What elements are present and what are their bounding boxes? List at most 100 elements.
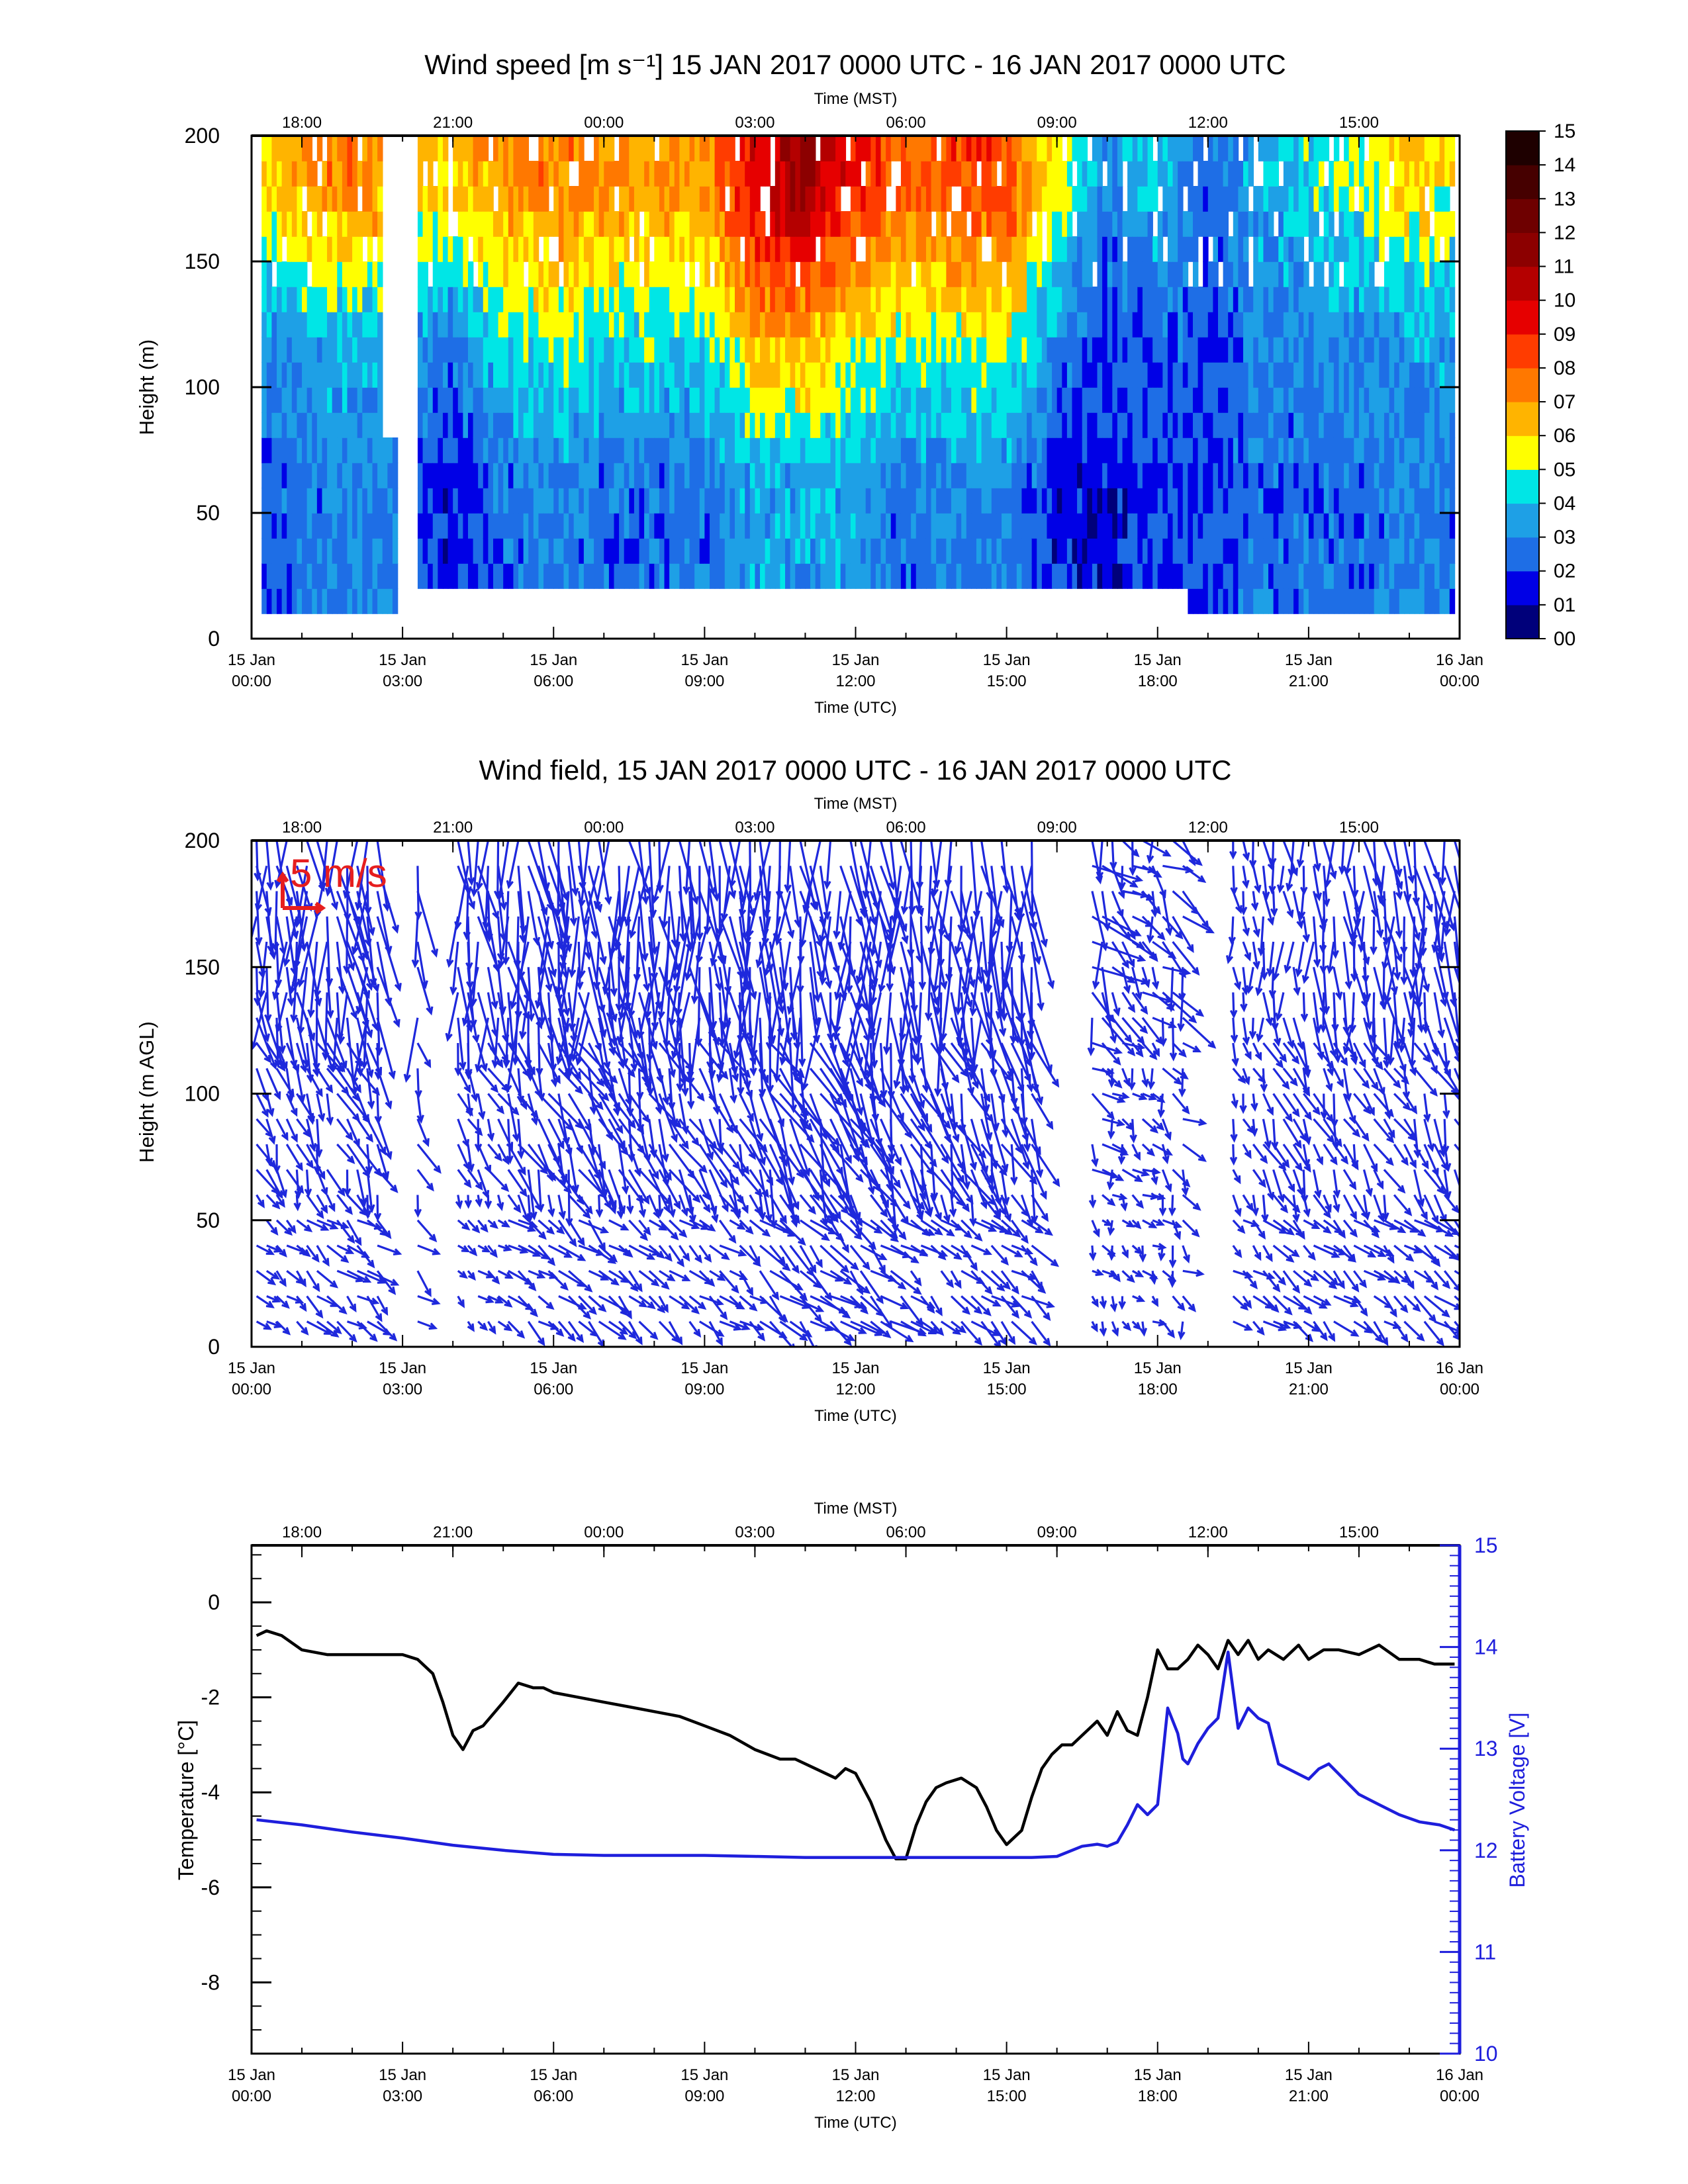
wind-speed-cell: [1399, 337, 1405, 363]
wind-speed-cell: [598, 261, 605, 287]
utc-tick-day-label: 15 Jan: [983, 651, 1031, 669]
wind-vector-arrow: [557, 967, 570, 1017]
wind-speed-cell: [266, 463, 273, 488]
wind-speed-cell: [1047, 437, 1053, 463]
wind-speed-cell: [1011, 563, 1017, 589]
utc-tick-time-label: 00:00: [1440, 672, 1479, 690]
wind-speed-cell: [911, 287, 917, 312]
wind-speed-cell: [1369, 236, 1375, 262]
wind-speed-cell: [1374, 312, 1380, 338]
wind-speed-cell: [1031, 312, 1038, 338]
wind-vector-arrow: [467, 1169, 483, 1191]
wind-speed-cell: [352, 161, 358, 187]
wind-speed-cell: [749, 211, 756, 237]
wind-speed-cell: [699, 161, 706, 187]
wind-speed-cell: [644, 312, 650, 338]
wind-speed-cell: [467, 513, 474, 539]
wind-speed-cell: [467, 211, 474, 237]
wind-speed-cell: [941, 513, 947, 539]
wind-vector-arrow: [638, 1270, 660, 1287]
wind-speed-cell: [755, 186, 761, 212]
wind-speed-cell: [704, 362, 710, 388]
wind-speed-cell: [447, 538, 453, 564]
colorbar-label: 07: [1554, 391, 1575, 413]
wind-speed-cell: [1323, 563, 1330, 589]
wind-speed-cell: [729, 513, 735, 539]
wind-speed-cell: [1414, 211, 1420, 237]
wind-vector-arrow: [416, 891, 439, 958]
mst-tick-label: 18:00: [282, 114, 322, 132]
wind-speed-cell: [1147, 312, 1153, 338]
wind-speed-cell: [649, 463, 655, 488]
wind-speed-cell: [548, 412, 555, 438]
wind-speed-cell: [976, 312, 982, 338]
wind-speed-cell: [1288, 387, 1294, 413]
wind-speed-cell: [674, 287, 680, 312]
wind-vector-arrow: [487, 1169, 510, 1192]
wind-speed-cell: [1052, 412, 1058, 438]
wind-speed-cell: [976, 412, 982, 438]
wind-speed-cell: [312, 387, 318, 413]
wind-speed-cell: [1066, 211, 1073, 237]
wind-speed-cell: [1444, 463, 1450, 488]
wind-speed-cell: [1132, 362, 1139, 388]
wind-speed-cell: [1374, 161, 1380, 187]
colorbar-label: 00: [1554, 628, 1575, 650]
wind-speed-cell: [287, 261, 293, 287]
wind-speed-cell: [598, 161, 605, 187]
wind-speed-cell: [523, 312, 530, 338]
wind-speed-cell: [915, 211, 922, 237]
wind-speed-cell: [1112, 463, 1118, 488]
wind-vector-arrow: [658, 1118, 669, 1163]
wind-speed-cell: [1011, 186, 1017, 212]
wind-speed-cell: [1358, 588, 1365, 614]
wind-speed-cell: [1233, 236, 1239, 262]
wind-speed-cell: [553, 211, 559, 237]
wind-speed-cell: [1293, 437, 1299, 463]
wind-speed-cell: [880, 412, 886, 438]
wind-speed-cell: [1419, 563, 1425, 589]
wind-speed-cell: [1409, 337, 1415, 363]
wind-speed-cell: [432, 287, 439, 312]
wind-speed-cell: [518, 136, 524, 161]
wind-speed-cell: [1167, 463, 1174, 488]
wind-speed-cell: [739, 287, 746, 312]
wind-speed-cell: [503, 337, 509, 363]
wind-speed-cell: [1077, 362, 1083, 388]
wind-speed-cell: [1399, 463, 1405, 488]
wind-speed-cell: [830, 161, 836, 187]
wind-speed-cell: [291, 337, 298, 363]
wind-speed-cell: [861, 312, 867, 338]
wind-speed-cell: [291, 136, 298, 161]
wind-speed-cell: [659, 387, 665, 413]
wind-speed-cell: [1409, 463, 1415, 488]
wind-speed-cell: [951, 463, 957, 488]
wind-speed-cell: [1283, 563, 1289, 589]
wind-speed-cell: [629, 538, 635, 564]
wind-vector-arrow: [316, 1194, 328, 1214]
wind-speed-cell: [961, 387, 967, 413]
wind-speed-cell: [362, 136, 368, 161]
wind-speed-cell: [332, 387, 338, 413]
wind-vector-arrow: [648, 841, 657, 919]
wind-speed-cell: [1006, 563, 1013, 589]
wind-speed-cell: [880, 362, 886, 388]
wind-speed-cell: [1147, 538, 1153, 564]
wind-speed-cell: [579, 337, 585, 363]
wind-speed-cell: [1107, 412, 1113, 438]
wind-speed-cell: [428, 211, 434, 237]
wind-speed-cell: [976, 513, 982, 539]
wind-speed-cell: [1288, 287, 1294, 312]
wind-vector-arrow: [296, 1144, 314, 1169]
wind-speed-cell: [865, 538, 872, 564]
wind-speed-cell: [1066, 161, 1073, 187]
wind-speed-cell: [312, 588, 318, 614]
wind-speed-cell: [1011, 136, 1017, 161]
wind-speed-cell: [367, 161, 373, 187]
wind-speed-cell: [322, 186, 328, 212]
wind-speed-cell: [1333, 488, 1340, 514]
wind-speed-cell: [1319, 287, 1325, 312]
wind-speed-cell: [966, 488, 972, 514]
wind-speed-cell: [825, 161, 831, 187]
wind-speed-cell: [573, 362, 580, 388]
